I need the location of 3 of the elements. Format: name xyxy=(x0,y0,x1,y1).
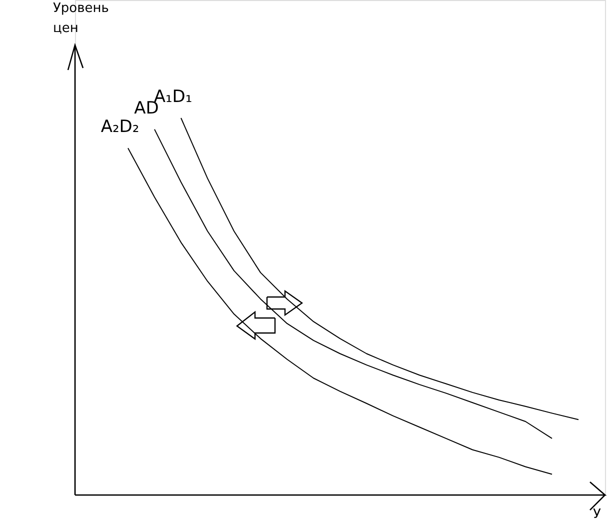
text: Уровень цен xyxy=(53,1,109,36)
x-axis-title: У xyxy=(593,507,602,522)
series-label: A₂D₂ xyxy=(100,117,140,138)
